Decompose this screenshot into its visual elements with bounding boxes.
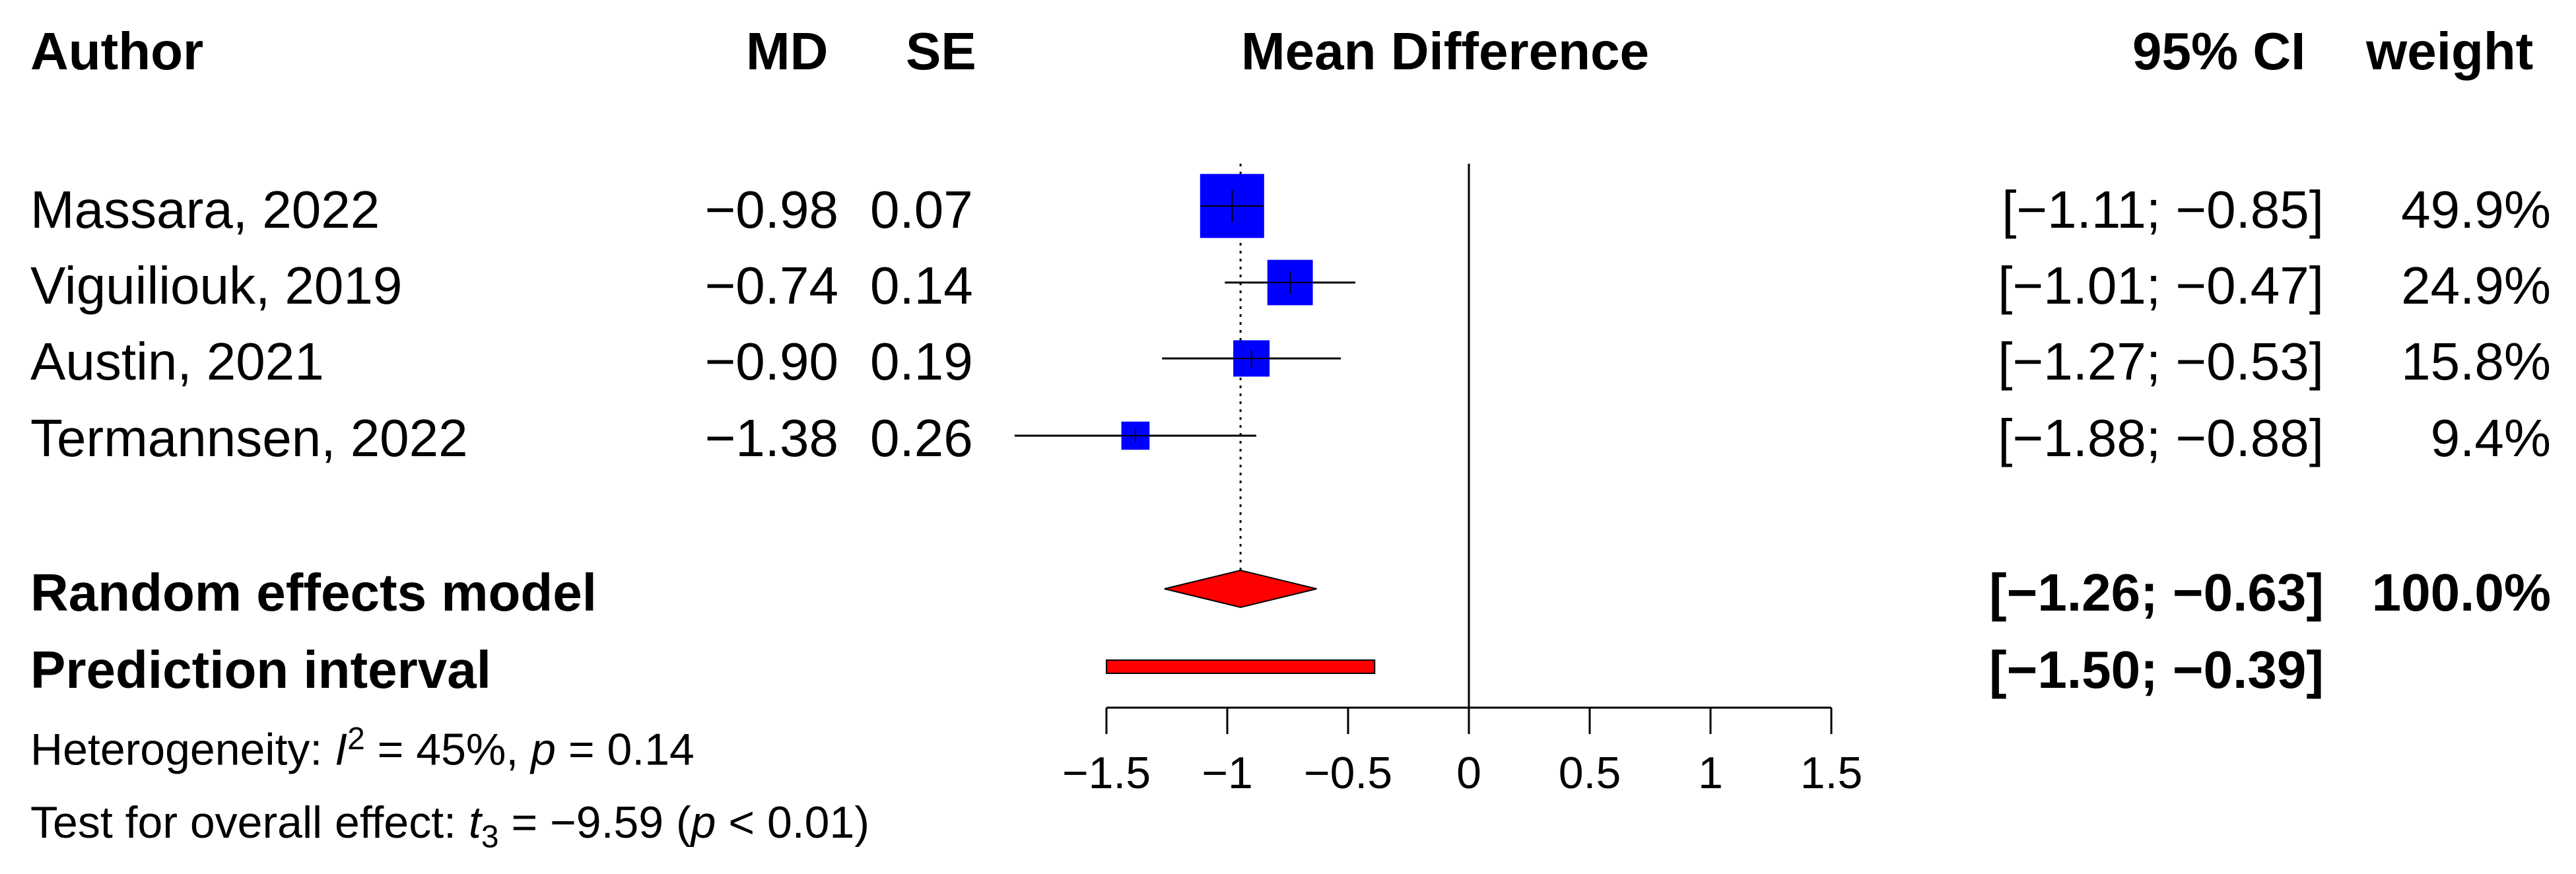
study-author: Massara, 2022: [30, 180, 380, 239]
study-weight: 15.8%: [2401, 332, 2551, 391]
header-mean-difference: Mean Difference: [1241, 22, 1649, 81]
random-effects-ci: [−1.26; −0.63]: [1989, 563, 2324, 622]
study-md: −0.98: [704, 180, 838, 239]
header-se: SE: [906, 22, 976, 81]
x-axis-tick-label: 0: [1456, 748, 1481, 798]
study-author: Termannsen, 2022: [30, 409, 468, 467]
study-md: −0.90: [704, 332, 838, 391]
x-axis-tick-label: −1: [1202, 748, 1253, 798]
study-ci: [−1.11; −0.85]: [2002, 180, 2324, 239]
study-ci: [−1.01; −0.47]: [1998, 256, 2324, 315]
x-axis-tick-label: 0.5: [1559, 748, 1621, 798]
study-ci: [−1.88; −0.88]: [1998, 409, 2324, 467]
random-effects-diamond: [1164, 569, 1317, 609]
study-weight: 9.4%: [2430, 409, 2551, 467]
x-axis-tick-label: 1.5: [1800, 748, 1863, 798]
prediction-interval-label: Prediction interval: [30, 640, 491, 699]
study-se: 0.07: [870, 180, 973, 239]
random-effects-label: Random effects model: [30, 563, 597, 622]
study-md: −0.74: [704, 256, 838, 315]
prediction-interval-ci: [−1.50; −0.39]: [1989, 640, 2324, 699]
header-md: MD: [746, 22, 829, 81]
study-se: 0.26: [870, 409, 973, 467]
prediction-interval-bar: [1106, 659, 1376, 674]
x-axis-tick-label: −1.5: [1062, 748, 1151, 798]
header-author: Author: [30, 22, 204, 81]
x-axis-tick-label: −0.5: [1304, 748, 1392, 798]
study-author: Viguiliouk, 2019: [30, 256, 403, 315]
study-ci: [−1.27; −0.53]: [1998, 332, 2324, 391]
study-se: 0.19: [870, 332, 973, 391]
overall-effect-text: Test for overall effect: t3 = −9.59 (p <…: [30, 797, 869, 855]
study-md: −1.38: [704, 409, 838, 467]
heterogeneity-text: Heterogeneity: I2 = 45%, p = 0.14: [30, 722, 695, 775]
random-effects-weight: 100.0%: [2371, 563, 2551, 622]
study-weight: 24.9%: [2401, 256, 2551, 315]
header-weight: weight: [2366, 22, 2534, 81]
study-author: Austin, 2021: [30, 332, 324, 391]
study-weight: 49.9%: [2401, 180, 2551, 239]
header-ci: 95% CI: [2132, 22, 2306, 81]
study-se: 0.14: [870, 256, 973, 315]
x-axis-tick-label: 1: [1698, 748, 1723, 798]
